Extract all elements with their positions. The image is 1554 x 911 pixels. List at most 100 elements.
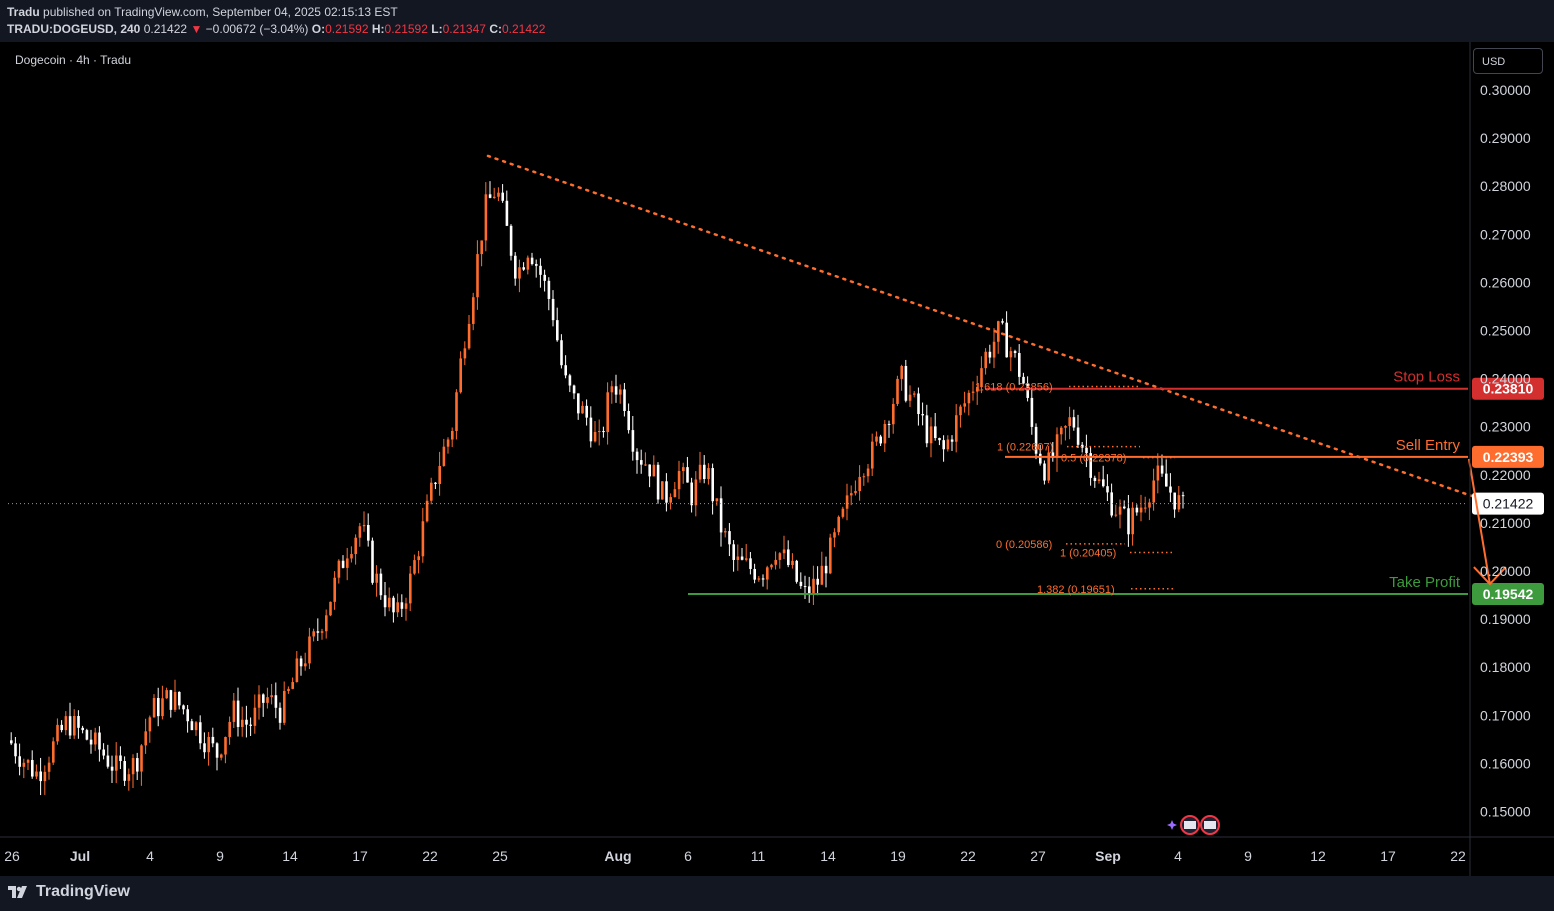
candle-body — [971, 391, 975, 393]
candle-body — [610, 386, 614, 393]
price-axis[interactable]: 0.30000 0.29000 0.28000 0.27000 0.26000 0.250… — [1469, 42, 1531, 876]
candle-body — [913, 393, 916, 395]
open-value: 0.21592 — [325, 22, 369, 36]
last-price-value: 0.21422 — [143, 22, 188, 36]
candle-body — [110, 766, 114, 771]
low-label: L: — [431, 22, 443, 36]
price-tick-label: 0.21000 — [1480, 515, 1531, 531]
candle-body — [900, 365, 903, 379]
candle-body — [1173, 492, 1176, 510]
price-tick-label: 0.16000 — [1480, 755, 1531, 771]
candle-body — [400, 602, 404, 609]
candle-body — [950, 439, 954, 442]
candle-body — [833, 532, 836, 538]
candle-body — [707, 468, 710, 479]
sparkle-icon[interactable] — [1167, 820, 1177, 830]
candle-body — [942, 440, 945, 450]
candle-body — [535, 264, 538, 266]
candle-body — [698, 464, 702, 480]
candle-body — [808, 586, 811, 595]
candle-body — [955, 415, 958, 442]
candle-body — [316, 631, 320, 633]
candle-body — [102, 749, 105, 756]
candle-body — [26, 760, 30, 763]
candle-body — [64, 716, 68, 731]
time-tick-label: 4 — [1174, 848, 1182, 864]
close-label: C: — [489, 22, 502, 36]
candle-body — [1181, 495, 1185, 497]
candle-body — [10, 740, 13, 744]
candle-body — [421, 521, 425, 557]
candle-body — [1144, 507, 1147, 509]
candle-body — [799, 581, 803, 587]
currency-button[interactable]: USD — [1473, 48, 1543, 74]
candle-body — [514, 255, 517, 279]
chart-symbol-label: Dogecoin · 4h · Tradu — [15, 53, 132, 67]
candle-body — [73, 715, 76, 736]
candle-body — [782, 549, 786, 554]
fib-level-label: 1 (0.22607) — [997, 442, 1053, 454]
publish-header: Tradu published on TradingView.com, Sept… — [0, 0, 1554, 42]
price-tick-label: 0.15000 — [1480, 804, 1531, 820]
high-value: 0.21592 — [384, 22, 428, 36]
candle-body — [47, 762, 51, 772]
candle-body — [1131, 507, 1134, 535]
tradingview-logo-icon — [8, 886, 27, 898]
candle-body — [270, 695, 273, 698]
tradingview-brand[interactable]: TradingView — [8, 883, 130, 901]
candle-body — [938, 438, 941, 441]
candle-body — [480, 240, 483, 255]
candle-body — [1123, 506, 1126, 509]
candle-body — [879, 436, 882, 444]
candle-body — [623, 389, 626, 411]
price-tick-label: 0.30000 — [1480, 82, 1531, 98]
candle-body — [761, 578, 765, 580]
candle-body — [203, 743, 206, 753]
candle-body — [1039, 453, 1042, 464]
candle-body — [803, 586, 807, 588]
candle-body — [31, 760, 34, 777]
candle-body — [501, 192, 504, 201]
time-tick-label: Sep — [1095, 848, 1121, 864]
fib-level-label: 0.5 (0.22378) — [1061, 453, 1126, 465]
candle-body — [724, 531, 727, 533]
publisher-name: Tradu — [7, 5, 40, 19]
time-tick-label: 19 — [890, 848, 906, 864]
published-text: published on TradingView.com, September … — [43, 5, 398, 19]
candle-body — [850, 493, 853, 496]
candle-body — [1169, 486, 1172, 493]
candle-body — [148, 717, 152, 732]
candle-body — [526, 257, 530, 270]
candle-body — [1139, 507, 1143, 513]
chart-area[interactable]: Stop Loss 0.23810 Sell Entry 0.22393 Take Pr… — [0, 42, 1554, 876]
candle-body — [1160, 465, 1164, 474]
candle-body — [127, 774, 131, 781]
candle-body — [564, 365, 567, 376]
candle-body — [220, 754, 223, 758]
candle-body — [551, 298, 555, 321]
candle-body — [262, 694, 265, 703]
candle-body — [253, 707, 257, 726]
candle-body — [648, 464, 651, 477]
candle-body — [1064, 426, 1067, 428]
time-tick-label: 14 — [820, 848, 836, 864]
price-tick-label: 0.23000 — [1480, 419, 1531, 435]
candle-body — [1060, 427, 1063, 435]
candle-body — [467, 323, 471, 349]
price-tick-label: 0.22000 — [1480, 467, 1531, 483]
sell-entry-label: Sell Entry — [1396, 437, 1461, 454]
price-tick-label: 0.26000 — [1480, 274, 1531, 290]
candle-body — [1165, 473, 1168, 487]
events-markers[interactable] — [1167, 815, 1220, 835]
candle-body — [425, 500, 429, 522]
candle-body — [438, 465, 441, 484]
candle-body — [358, 526, 362, 538]
candle-body — [980, 368, 983, 388]
candle-body — [1118, 506, 1122, 515]
candle-body — [165, 690, 168, 699]
candle-body — [1047, 452, 1050, 481]
candle-body — [350, 554, 353, 559]
candle-body — [329, 601, 332, 616]
candle-body — [841, 508, 845, 517]
time-axis[interactable]: 26 Jul 4 9 14 17 22 25 Aug 6 11 14 19 22 27 Sep 4 9 12 17 22 — [0, 836, 1554, 864]
